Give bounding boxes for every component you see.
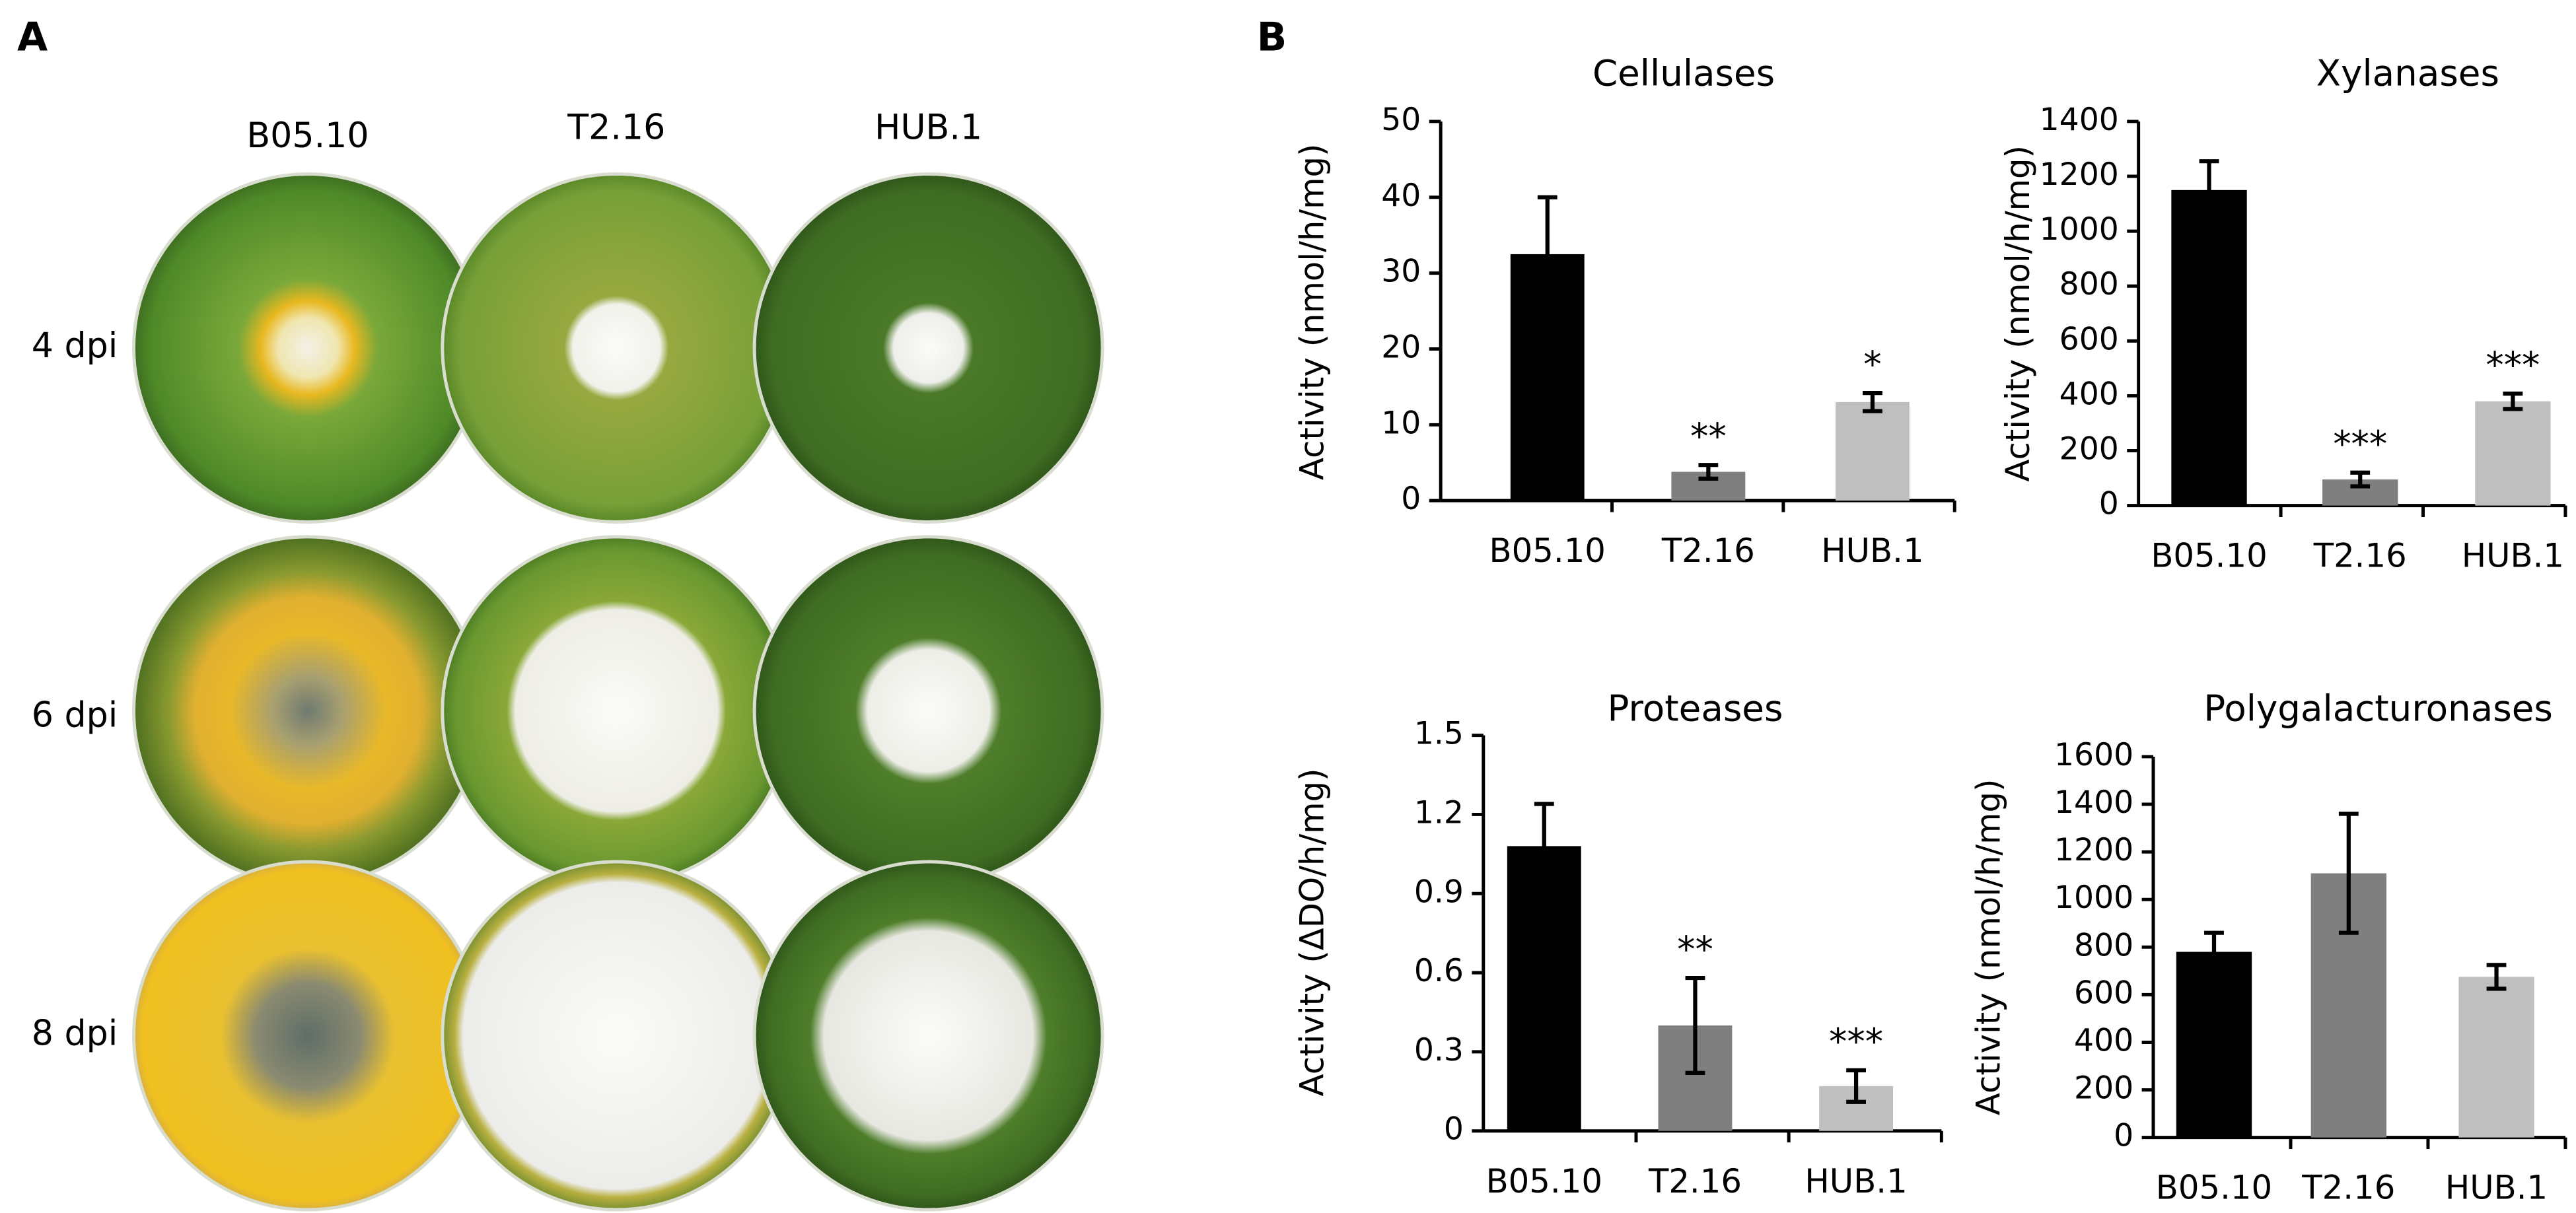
bar [2475, 401, 2551, 506]
x-tick-label: T2.16 [1648, 1162, 1742, 1200]
error-bar [1685, 975, 1705, 1075]
chart-title: Polygalacturonases [2203, 687, 2553, 729]
y-tick-label: 0 [2099, 486, 2119, 522]
plates [132, 172, 1104, 1212]
chart-title: Xylanases [2316, 52, 2499, 94]
error-bar [1863, 390, 1882, 413]
y-tick-label: 1.2 [1414, 794, 1464, 831]
plate [752, 860, 1104, 1212]
error-bar [2338, 812, 2359, 935]
y-tick-label: 800 [2059, 266, 2119, 302]
y-tick-label: 50 [1381, 102, 1421, 138]
y-axis-label: Activity (nmol/h/mg) [1999, 145, 2037, 482]
panel-label: A [17, 15, 48, 60]
significance-label: * [1863, 343, 1881, 385]
chart-title: Proteases [1608, 687, 1783, 729]
y-tick-label: 600 [2074, 975, 2133, 1011]
significance-label: *** [1829, 1020, 1883, 1062]
significance-label: *** [2333, 423, 2387, 465]
x-tick-label: B05.10 [1489, 532, 1606, 570]
x-tick-label: B05.10 [2156, 1169, 2272, 1207]
x-tick-label: T2.16 [1661, 532, 1755, 570]
x-tick-label: T2.16 [2301, 1169, 2395, 1207]
x-tick-label: HUB.1 [1821, 532, 1923, 570]
x-tick-label: HUB.1 [1805, 1162, 1907, 1200]
plate [752, 535, 1104, 887]
y-tick-label: 1200 [2040, 156, 2119, 193]
y-tick-label: 1000 [2054, 880, 2133, 916]
x-tick-label: B05.10 [2151, 537, 2267, 575]
x-tick-label: HUB.1 [2445, 1169, 2548, 1207]
y-tick-label: 0 [2114, 1118, 2133, 1154]
significance-label: *** [2486, 343, 2540, 386]
plate [132, 535, 483, 887]
error-bar [2204, 930, 2224, 973]
y-tick-label: 20 [1381, 329, 1421, 365]
y-axis-label: Activity (ΔDO/h/mg) [1293, 769, 1331, 1097]
y-tick-label: 1400 [2054, 784, 2133, 821]
plate [132, 172, 483, 524]
y-tick-label: 40 [1381, 178, 1421, 214]
bar [2176, 952, 2252, 1138]
y-tick-label: 400 [2059, 376, 2119, 412]
plate [441, 860, 793, 1212]
error-bar [2199, 159, 2219, 221]
error-bar [1698, 463, 1719, 481]
column-label: HUB.1 [875, 108, 982, 147]
y-tick-label: 10 [1381, 405, 1421, 441]
error-bar [1537, 195, 1557, 314]
row-label: 6 dpi [32, 695, 118, 735]
chart-title: Cellulases [1592, 52, 1775, 94]
bar [2171, 190, 2247, 506]
y-tick-label: 1400 [2040, 102, 2119, 138]
error-bar [2503, 392, 2523, 411]
bar [1507, 846, 1581, 1131]
x-tick-label: HUB.1 [2462, 537, 2564, 575]
y-tick-label: 1600 [2054, 737, 2133, 773]
y-tick-label: 800 [2074, 927, 2133, 963]
plate [752, 172, 1104, 524]
y-tick-label: 0.6 [1414, 953, 1464, 989]
bar [2458, 977, 2534, 1138]
y-tick-label: 0.3 [1414, 1032, 1464, 1068]
y-tick-label: 200 [2059, 431, 2119, 468]
y-tick-label: 1.5 [1414, 716, 1464, 752]
row-label: 4 dpi [32, 326, 118, 366]
plate [132, 860, 483, 1212]
y-tick-label: 400 [2074, 1022, 2133, 1058]
column-label: T2.16 [567, 108, 665, 147]
y-tick-label: 1000 [2040, 211, 2119, 248]
column-label: B05.10 [246, 116, 369, 156]
y-tick-label: 0 [1444, 1111, 1464, 1148]
panel-label: B [1257, 15, 1287, 60]
row-label: 8 dpi [32, 1014, 118, 1054]
significance-label: ** [1677, 928, 1713, 970]
plate [441, 535, 793, 887]
y-tick-label: 1200 [2054, 832, 2133, 868]
error-bar [1534, 802, 1554, 891]
error-bar [2350, 470, 2371, 489]
x-tick-label: T2.16 [2313, 537, 2407, 575]
y-tick-label: 0 [1401, 481, 1421, 517]
significance-label: ** [1690, 415, 1727, 458]
y-axis-label: Activity (nmol/h/mg) [1969, 779, 2007, 1116]
y-tick-label: 30 [1381, 254, 1421, 290]
y-axis-label: Activity (nmol/h/mg) [1293, 144, 1331, 481]
plate [441, 172, 793, 524]
x-tick-label: B05.10 [1486, 1162, 1602, 1200]
y-tick-label: 600 [2059, 321, 2119, 357]
bar [1836, 401, 1910, 501]
y-tick-label: 0.9 [1414, 874, 1464, 910]
error-bar [2486, 963, 2507, 991]
error-bar [1846, 1068, 1866, 1104]
y-tick-label: 200 [2074, 1070, 2133, 1107]
